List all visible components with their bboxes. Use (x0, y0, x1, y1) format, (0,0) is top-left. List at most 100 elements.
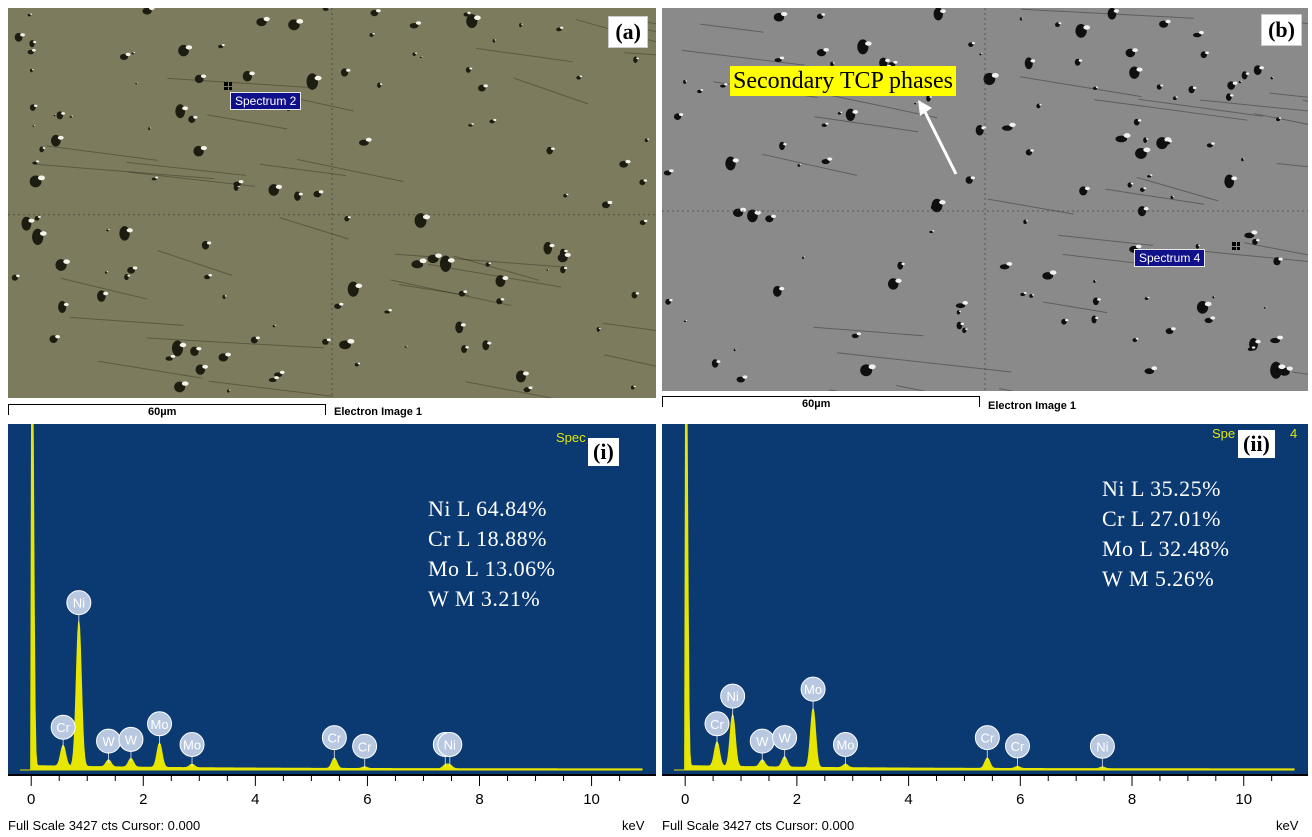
bright-phase-mark (279, 370, 285, 374)
bright-phase-mark (388, 309, 392, 312)
bright-phase-mark (852, 110, 859, 114)
texture-streak (291, 97, 354, 112)
bright-phase-mark (1171, 327, 1176, 331)
peak-label-ni: Ni (437, 732, 463, 767)
bright-phase-mark (179, 342, 187, 348)
bright-phase-mark (893, 60, 898, 64)
composition-line: Ni L 35.25% (1102, 476, 1221, 501)
texture-streak (34, 163, 214, 180)
texture-streak (279, 217, 349, 240)
pore-mark (29, 40, 35, 48)
bright-phase-mark (781, 11, 788, 17)
panel-label-b: (b) (1261, 14, 1302, 46)
pore-mark (27, 49, 34, 55)
bright-phase-mark (1272, 76, 1274, 78)
svg-text:Cr: Cr (710, 717, 724, 732)
bright-phase-mark (42, 147, 46, 149)
x-tick-label: 6 (363, 791, 371, 808)
svg-text:W: W (778, 731, 791, 746)
peak-label-ni: Ni (720, 683, 746, 719)
bright-phase-mark (783, 143, 787, 146)
bright-phase-mark (487, 341, 492, 345)
pore-mark (720, 84, 726, 88)
bright-phase-mark (970, 176, 976, 180)
pore-mark (482, 340, 490, 351)
x-tick-label: 4 (251, 791, 259, 808)
peak-label-cr: Cr (1005, 733, 1031, 768)
bright-phase-mark (827, 157, 833, 161)
panel-label-i: (i) (588, 438, 619, 466)
pore-mark (204, 274, 211, 280)
bright-phase-mark (1205, 51, 1209, 55)
bright-phase-mark (1165, 19, 1171, 24)
bright-phase-mark (1049, 270, 1057, 275)
bright-phase-mark (1259, 66, 1265, 70)
pore-mark (419, 56, 423, 59)
electron-image-label-a: Electron Image 1 (334, 406, 423, 418)
bright-phase-mark (735, 348, 737, 350)
texture-streak (1105, 188, 1205, 205)
texture-streak (167, 77, 317, 89)
bright-phase-mark (1256, 239, 1260, 242)
pore-mark (821, 123, 827, 128)
texture-streak (624, 52, 656, 56)
x-axis-i: 0 2 4 6 8 10 Full Scale 3427 cts Cursor: 0.00… (8, 774, 656, 837)
bright-phase-mark (856, 332, 861, 336)
svg-text:Ni: Ni (444, 738, 456, 753)
bright-phase-mark (1009, 122, 1016, 128)
texture-streak (465, 381, 555, 398)
bright-phase-mark (625, 159, 631, 164)
bright-phase-mark (1143, 147, 1151, 153)
peak-label-mo: Mo (179, 732, 205, 767)
bright-phase-mark (202, 364, 209, 369)
bright-phase-mark (579, 75, 583, 78)
electron-image-label-b: Electron Image 1 (988, 400, 1077, 412)
x-axis-unit-i: keV (622, 818, 645, 833)
composition-line: W M 3.21% (428, 586, 541, 611)
spectrum-tag-a: Spectrum 2 (230, 92, 302, 110)
bright-phase-mark (823, 48, 829, 52)
bright-phase-mark (55, 335, 61, 339)
pore-mark (404, 346, 408, 348)
sem-image-a (8, 8, 656, 398)
pore-mark (1144, 297, 1149, 300)
svg-text:W: W (756, 734, 769, 749)
bright-phase-mark (126, 228, 133, 233)
bright-phase-mark (771, 214, 777, 218)
bright-phase-mark (275, 184, 283, 189)
scale-bar-b (662, 396, 980, 407)
bright-phase-mark (669, 298, 673, 302)
pore-mark (1270, 361, 1282, 379)
pore-mark (519, 23, 522, 28)
bright-phase-mark (125, 52, 131, 57)
pore-mark (151, 177, 157, 181)
texture-streak (1058, 234, 1154, 246)
pore-mark (1115, 135, 1128, 143)
pore-mark (596, 327, 600, 332)
bright-phase-mark (528, 386, 533, 390)
bright-phase-mark (170, 354, 176, 358)
texture-streak (60, 277, 148, 300)
scale-label-a: 60µm (148, 406, 177, 418)
pore-mark (32, 161, 38, 165)
texture-streak (296, 158, 404, 183)
composition-line: Mo L 32.48% (1102, 536, 1230, 561)
bright-phase-mark (1065, 318, 1069, 322)
bright-phase-mark (1211, 142, 1215, 145)
bright-phase-mark (483, 84, 489, 88)
texture-streak (1136, 176, 1219, 202)
bright-phase-mark (127, 274, 131, 277)
peak-label-mo: Mo (800, 676, 826, 712)
bright-phase-mark (1132, 48, 1138, 53)
bright-phase-mark (494, 39, 497, 41)
bright-phase-mark (255, 336, 260, 340)
pore-mark (119, 53, 129, 60)
bright-phase-mark (1242, 158, 1245, 160)
peak-label-w: W (96, 728, 122, 764)
bright-phase-mark (16, 274, 20, 278)
bright-phase-mark (274, 376, 279, 380)
bright-phase-mark (635, 292, 640, 295)
bright-phase-mark (1083, 25, 1091, 30)
pore-mark (955, 303, 966, 309)
